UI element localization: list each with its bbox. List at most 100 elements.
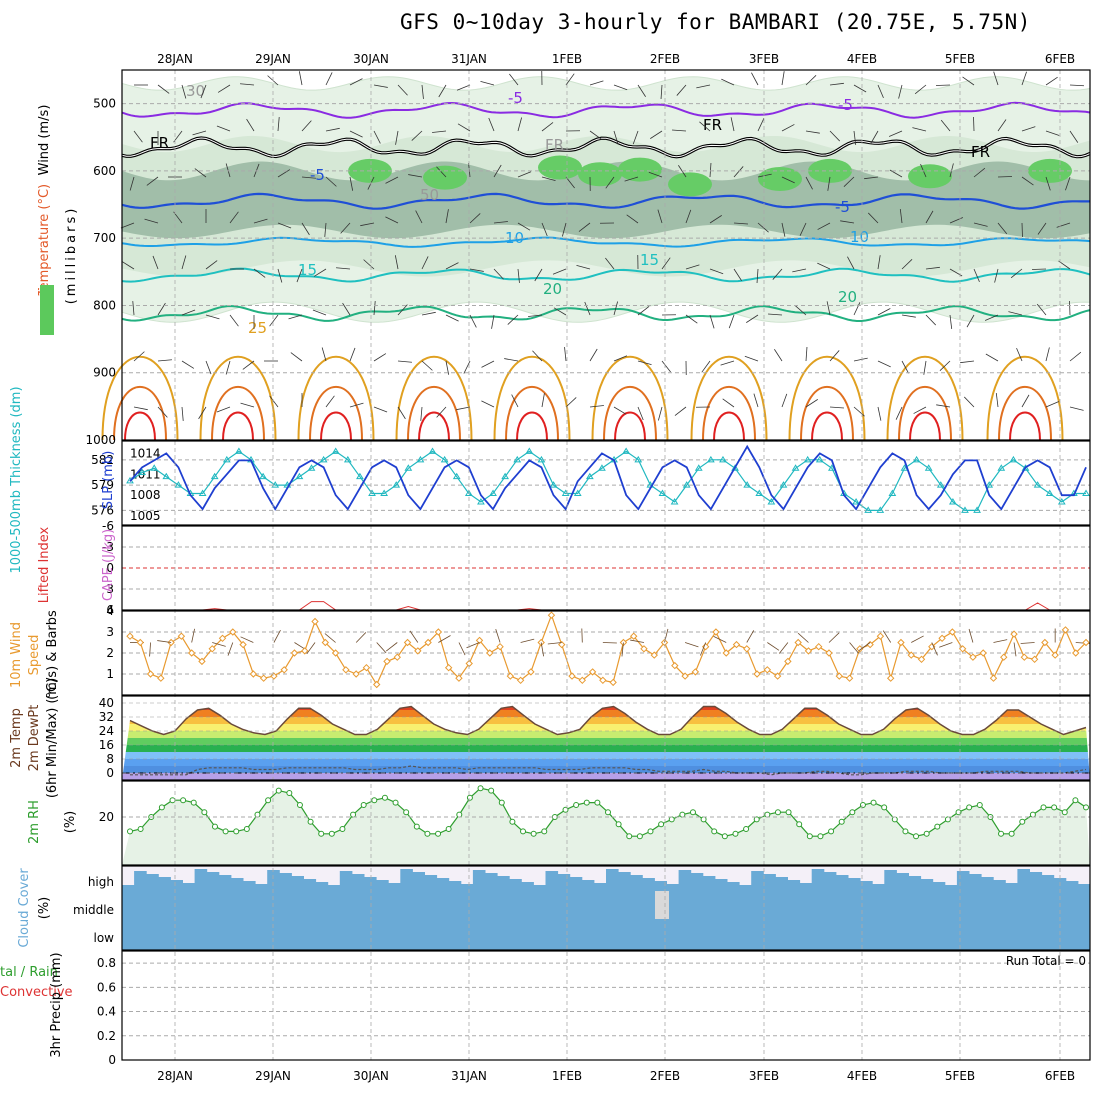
upper-barb [129, 176, 135, 191]
upper-barb [795, 305, 807, 316]
upper-barb [1021, 71, 1027, 86]
thickness-point [549, 481, 558, 488]
upper-barb [993, 71, 999, 86]
upper-barb [867, 212, 879, 224]
upper-barb [774, 349, 783, 362]
upper-barb [445, 314, 459, 322]
slp-line [129, 444, 1087, 511]
upper-barb [730, 117, 735, 132]
upper-barb [481, 360, 495, 368]
upper-barb [584, 301, 591, 316]
rh2m-point [286, 790, 293, 796]
rh2m-label-b: (%) [63, 811, 78, 834]
rh2m-point [201, 809, 208, 816]
wind-barb [849, 642, 859, 654]
slp-ytick-1005: 1005 [130, 509, 161, 523]
upper-barb [298, 71, 303, 86]
upper-barb [181, 309, 196, 316]
thickness-point [852, 497, 860, 505]
rh2m-point [976, 802, 983, 808]
upper-barb [457, 123, 471, 132]
upper-barb [488, 117, 495, 132]
wind-speed-point [280, 666, 288, 674]
li-ytick-3: 3 [106, 582, 114, 596]
wind-ytick-2: 2 [106, 646, 114, 660]
wind-barb [931, 642, 938, 656]
upper-barb [709, 314, 715, 329]
wind-speed-point [393, 653, 401, 661]
cloud-high-bar [170, 880, 183, 891]
thickness-point [489, 489, 497, 497]
upper-barb [342, 302, 351, 316]
upper-barb [895, 406, 903, 420]
upper-barb [205, 314, 220, 320]
date-label-bottom-2: 30JAN [353, 1069, 389, 1083]
upper-barb [923, 360, 927, 375]
wind-speed-point [773, 672, 782, 680]
upper-barb [805, 176, 813, 190]
upper-barb [940, 119, 951, 132]
rh2m-ytick-20: 20 [99, 810, 114, 824]
thickness-point [477, 497, 485, 505]
upper-barb [511, 394, 519, 408]
temp-band-3 [122, 752, 1090, 759]
thickness-point [428, 447, 437, 454]
upper-barb [805, 347, 808, 362]
rh2m-point [360, 802, 367, 808]
wind-speed-point [290, 649, 299, 657]
date-label-bottom-9: 6FEB [1045, 1069, 1075, 1083]
wind-barb [1020, 642, 1035, 644]
upper-barb [589, 130, 602, 140]
cloud-high-bar [920, 879, 934, 891]
cloud-high-bar [823, 872, 837, 891]
rh2m-point [923, 830, 930, 837]
upper-barb [301, 222, 310, 236]
wind-speed-point [321, 638, 330, 647]
wind-barb [355, 632, 367, 643]
upper-barb [826, 301, 831, 316]
upper-barb [541, 222, 548, 237]
upper-barb [768, 313, 783, 316]
upper-barb [709, 268, 724, 275]
surface-contour-4-2 [516, 411, 548, 441]
upper-barb [509, 73, 519, 86]
upper-barb [408, 174, 423, 178]
rh2m-point [583, 799, 590, 806]
panel-frame-upper [121, 69, 1091, 441]
wind-speed-point [784, 657, 792, 666]
upper-barb [397, 304, 408, 316]
dewpoint-line [130, 765, 1087, 776]
temp-band-5 [122, 738, 1090, 745]
wind-speed-point [1041, 638, 1049, 647]
upper-barb [578, 222, 591, 232]
wind-speed-point [331, 649, 340, 657]
wind-speed-point [650, 651, 658, 659]
rh2m-point [477, 785, 484, 792]
thick-ytick-582: 582 [91, 453, 114, 467]
upper-barb [805, 399, 818, 408]
upper-barb [829, 130, 841, 142]
wind-speed-point [558, 640, 566, 649]
date-label-bottom-0: 28JAN [157, 1069, 193, 1083]
thickness-point [658, 489, 667, 497]
upper-barb [517, 268, 520, 283]
upper-units-label: (millibars) [64, 206, 79, 305]
cloud-high-bar [702, 876, 716, 891]
upper-barb [817, 222, 831, 230]
thickness-point [900, 464, 909, 471]
cloud-high-bar [497, 876, 510, 891]
rh-saturated-4 [618, 157, 662, 182]
rh2m-point [456, 811, 463, 818]
upper-ytick-500: 500 [93, 97, 116, 111]
upper-barb [696, 84, 711, 89]
upper-barb [772, 268, 783, 280]
wind-label-b: Speed [27, 635, 42, 676]
cloud-ytick-low: low [94, 931, 115, 945]
thick-ytick-579: 579 [91, 478, 114, 492]
precip-ytick-3: 0.6 [97, 980, 116, 994]
rh2m-point [668, 816, 675, 823]
wind-speed-point [455, 674, 463, 682]
rh2m-point [211, 823, 218, 830]
rh2m-point [891, 816, 898, 823]
